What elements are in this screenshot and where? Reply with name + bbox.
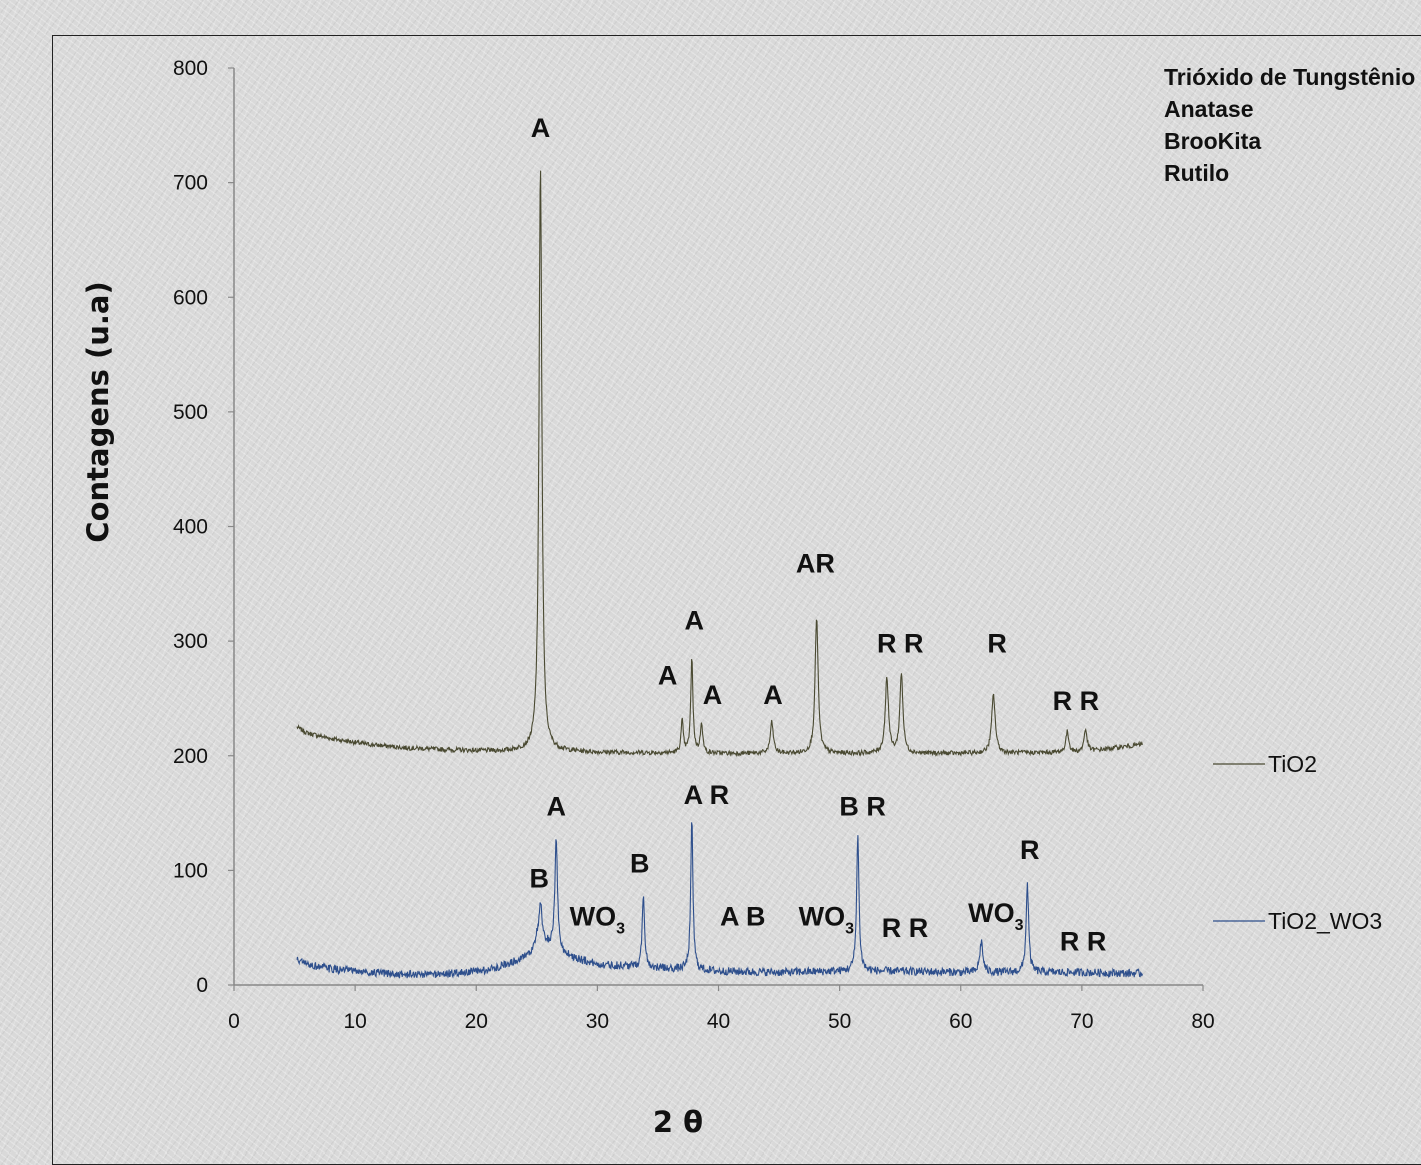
peak-label: A: [546, 791, 566, 821]
x-tick-label: 80: [1191, 1010, 1214, 1033]
peak-label: A: [685, 606, 705, 636]
peak-label: R: [1020, 835, 1040, 865]
x-tick-label: 40: [707, 1010, 730, 1033]
y-tick-label: 800: [173, 57, 208, 80]
peak-label: AR: [796, 548, 835, 578]
y-tick-label: 500: [173, 401, 208, 424]
peak-label: A: [763, 680, 783, 710]
x-tick-label: 0: [228, 1010, 240, 1033]
series-line-tio2: [296, 170, 1143, 758]
peak-label: A: [531, 113, 551, 143]
x-tick-label: 30: [586, 1010, 609, 1033]
peak-label: R R: [882, 913, 929, 943]
y-tick-label: 0: [196, 974, 208, 997]
y-tick-label: 100: [173, 859, 208, 882]
y-tick-label: 700: [173, 172, 208, 195]
legend-entry: TiO2: [1268, 751, 1317, 777]
y-tick-label: 600: [173, 286, 208, 309]
x-tick-label: 50: [828, 1010, 851, 1033]
x-axis-title: 2 θ: [653, 1105, 703, 1139]
y-tick-label: 200: [173, 745, 208, 768]
peak-label: R R: [1053, 686, 1100, 716]
peak-label: R: [987, 629, 1007, 659]
peak-label: WO3: [968, 898, 1024, 934]
y-tick-label: 300: [173, 630, 208, 653]
x-tick-label: 20: [465, 1010, 488, 1033]
phase-legend-item: Rutilo: [1164, 160, 1229, 186]
x-tick-label: 60: [949, 1010, 972, 1033]
peak-label: B: [630, 849, 650, 879]
peak-label: A R: [684, 780, 730, 810]
series-line-tio2-wo3: [296, 822, 1143, 979]
phase-legend-item: Anatase: [1164, 96, 1253, 122]
x-tick-label: 10: [343, 1010, 366, 1033]
peak-label: A: [703, 680, 723, 710]
series-layer: [296, 170, 1143, 979]
y-axis-title: Contagens (u.a): [81, 281, 115, 542]
peak-label: B: [529, 864, 549, 894]
legend-entry: TiO2_WO3: [1268, 908, 1382, 934]
peak-label: WO3: [799, 901, 855, 937]
axes: 0 10 20 30 40 50 60 70 8001002003004005006007008…: [173, 57, 1215, 1033]
peak-label: R R: [877, 629, 924, 659]
peak-label: A B: [720, 901, 766, 931]
phase-legend: Trióxido de Tungstênio Anatase BrooKita Rut…: [1164, 64, 1415, 186]
peak-label: WO3: [570, 901, 626, 937]
x-tick-label: 70: [1070, 1010, 1093, 1033]
peak-label: R R: [1060, 927, 1107, 957]
phase-legend-item: Trióxido de Tungstênio: [1164, 64, 1415, 90]
peak-label: A: [658, 661, 678, 691]
phase-legend-item: BrooKita: [1164, 128, 1261, 154]
peak-label: B R: [839, 791, 886, 821]
series-legend: TiO2 TiO2_WO3: [1213, 751, 1382, 934]
y-tick-label: 400: [173, 516, 208, 539]
